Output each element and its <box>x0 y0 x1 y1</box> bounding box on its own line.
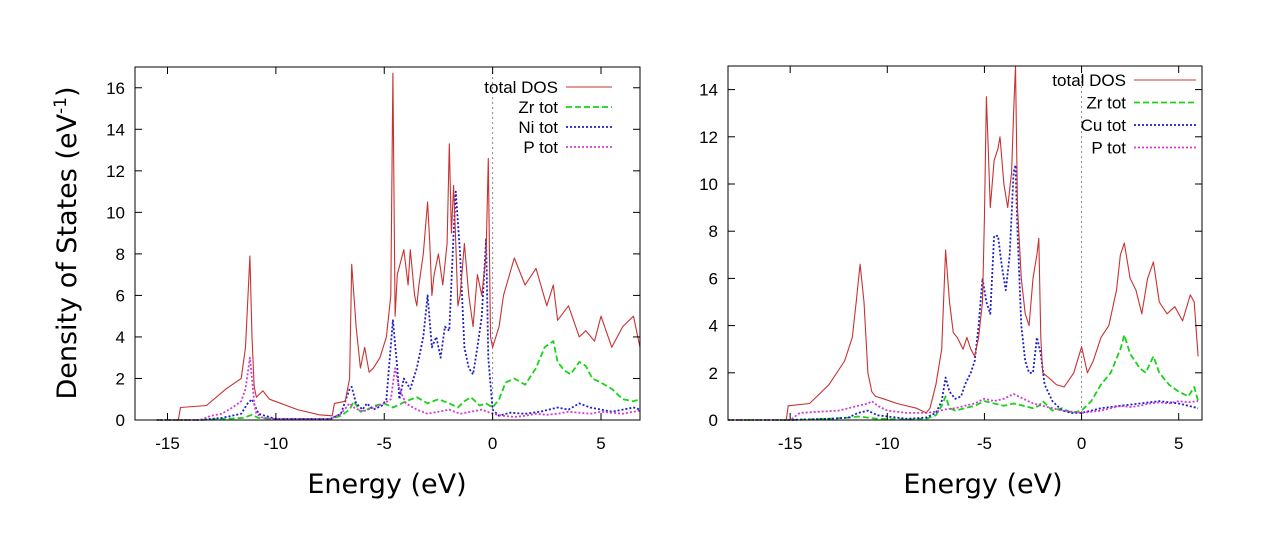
left-y-tick-label: 4 <box>116 328 125 347</box>
right-series-p-tot-line <box>728 393 1199 421</box>
left-series-p-tot-line <box>156 356 641 421</box>
left-y-tick-label: 6 <box>116 286 125 305</box>
right-x-tick-label: -15 <box>778 434 803 453</box>
left-series-zr-tot-line <box>156 340 641 421</box>
left-legend-label-total-dos: total DOS <box>484 78 558 97</box>
right-plot-frame <box>727 65 1203 421</box>
left-plot-lines <box>156 67 641 421</box>
right-dos-chart: -15 -10 -5 0 5 0 2 4 6 8 10 12 14 total DOS Zr tot Cu … <box>699 65 1203 500</box>
left-y-axis-title-sup: -1 <box>51 97 71 114</box>
left-x-tick-label: -10 <box>264 434 289 453</box>
right-y-tick-label: 2 <box>709 364 718 383</box>
left-y-tick-label: 12 <box>106 162 125 181</box>
right-x-tick-label: -5 <box>977 434 992 453</box>
left-x-tick-label: -15 <box>155 434 180 453</box>
right-y-tick-label: 4 <box>709 317 718 336</box>
right-y-tick-label: 6 <box>709 269 718 288</box>
left-plot-frame <box>134 66 641 421</box>
left-y-tick-label: 2 <box>116 369 125 388</box>
right-y-tick-label: 12 <box>699 128 718 147</box>
left-y-tick-label: 10 <box>106 203 125 222</box>
right-series-cu-tot-line <box>728 164 1199 421</box>
right-y-tick-label: 10 <box>699 175 718 194</box>
right-x-tick-label: -10 <box>875 434 900 453</box>
right-legend-label-p-tot: P tot <box>1091 139 1126 158</box>
left-series-total-dos-line <box>156 72 641 421</box>
right-legend: total DOS Zr tot Cu tot P tot <box>1052 71 1196 158</box>
right-x-axis-title: Energy (eV) <box>903 469 1062 500</box>
left-y-tick-label: 8 <box>116 245 125 264</box>
right-legend-label-cu-tot: Cu tot <box>1081 116 1127 135</box>
left-y-tick-label: 16 <box>106 79 125 98</box>
left-y-axis-title-close: ) <box>52 86 83 97</box>
left-y-tick-label: 0 <box>116 411 125 430</box>
left-axis-ticks: -15 -10 -5 0 5 0 2 4 6 8 10 12 14 16 <box>106 67 640 453</box>
left-y-tick-label: 14 <box>106 120 125 139</box>
left-y-axis-title: Density of States (eV-1) <box>51 86 83 399</box>
right-legend-label-zr-tot: Zr tot <box>1086 94 1126 113</box>
left-x-tick-label: -5 <box>377 434 392 453</box>
right-x-tick-label: 5 <box>1174 434 1183 453</box>
right-y-tick-label: 0 <box>709 411 718 430</box>
left-x-axis-title: Energy (eV) <box>307 469 466 500</box>
right-plot-lines <box>728 65 1199 421</box>
left-x-tick-label: 0 <box>488 434 497 453</box>
right-legend-label-total-dos: total DOS <box>1052 71 1126 90</box>
right-series-zr-tot-line <box>728 334 1199 421</box>
left-y-axis-title-main: Density of States (eV <box>52 113 83 399</box>
right-y-tick-label: 8 <box>709 222 718 241</box>
right-x-tick-label: 0 <box>1077 434 1086 453</box>
left-legend-label-zr-tot: Zr tot <box>518 98 558 117</box>
right-axis-ticks: -15 -10 -5 0 5 0 2 4 6 8 10 12 14 <box>699 66 1202 453</box>
left-x-tick-label: 5 <box>596 434 605 453</box>
left-legend-label-ni-tot: Ni tot <box>518 118 558 137</box>
left-legend-label-p-tot: P tot <box>523 138 558 157</box>
right-series-total-dos-line <box>728 65 1199 421</box>
right-y-tick-label: 14 <box>699 81 718 100</box>
